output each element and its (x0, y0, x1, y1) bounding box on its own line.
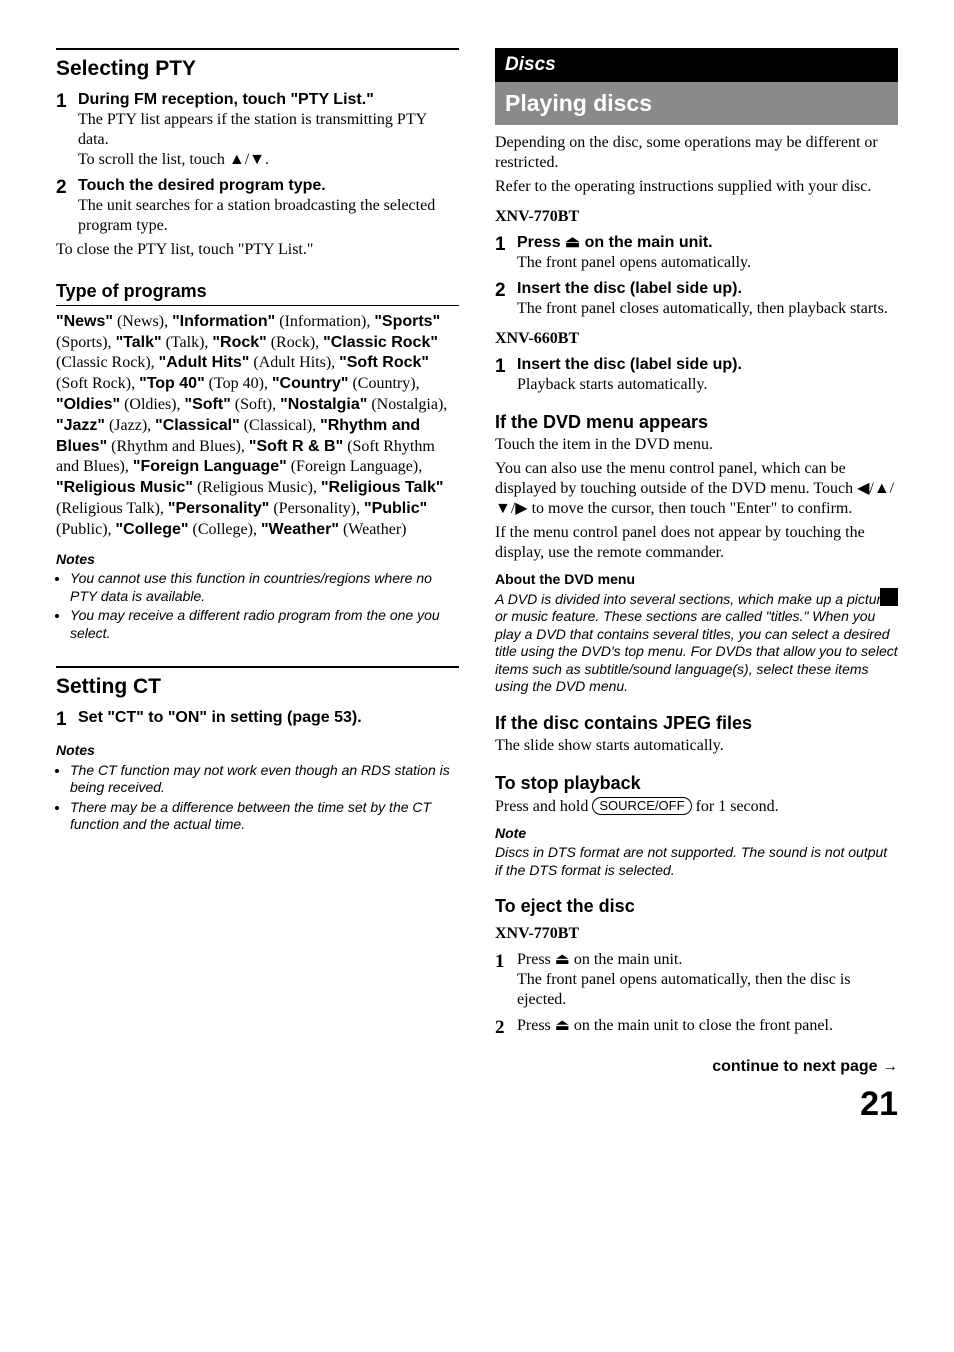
page: Selecting PTY 1 During FM reception, tou… (56, 48, 898, 1126)
model-label: XNV-660BT (495, 329, 898, 349)
selecting-pty-title: Selecting PTY (56, 48, 459, 82)
model-label: XNV-770BT (495, 207, 898, 227)
model-label: XNV-770BT (495, 924, 898, 944)
note-body: Discs in DTS format are not supported. T… (495, 844, 898, 879)
ct-step-1: 1 Set "CT" to "ON" in setting (page 53). (56, 708, 459, 732)
dvd-menu-text: Touch the item in the DVD menu. (495, 435, 898, 455)
step-number: 2 (56, 176, 78, 236)
note-item: The CT function may not work even though… (70, 762, 459, 797)
step-head: Press ⏏ on the main unit. (517, 233, 898, 253)
discs-section-bar: Discs (495, 48, 898, 82)
playing-discs-bar: Playing discs (495, 82, 898, 125)
about-dvd-heading: About the DVD menu (495, 571, 898, 589)
step-text: The PTY list appears if the station is t… (78, 110, 459, 150)
eject-step-1: 1 Press ⏏ on the main unit. The front pa… (495, 950, 898, 1010)
step-number: 1 (56, 708, 78, 732)
dvd-menu-title: If the DVD menu appears (495, 411, 898, 434)
eject-icon: ⏏ (555, 1017, 570, 1034)
eject-step-2: 2 Press ⏏ on the main unit to close the … (495, 1016, 898, 1040)
step-number: 1 (495, 233, 517, 273)
step-text: The front panel closes automatically, th… (517, 299, 898, 319)
pty-step-2: 2 Touch the desired program type. The un… (56, 176, 459, 236)
m770-step-1: 1 Press ⏏ on the main unit. The front pa… (495, 233, 898, 273)
pty-step-1: 1 During FM reception, touch "PTY List."… (56, 90, 459, 170)
stop-text: Press and hold SOURCE/OFF for 1 second. (495, 797, 898, 817)
step-number: 2 (495, 1016, 517, 1040)
step-text: Press ⏏ on the main unit. (517, 950, 898, 970)
jpeg-text: The slide show starts automatically. (495, 736, 898, 756)
notes-heading: Notes (56, 742, 459, 760)
left-column: Selecting PTY 1 During FM reception, tou… (56, 48, 459, 1126)
m770-step-2: 2 Insert the disc (label side up). The f… (495, 279, 898, 319)
updown-icon: ▲/▼ (229, 151, 265, 168)
note-heading: Note (495, 825, 898, 843)
jpeg-title: If the disc contains JPEG files (495, 712, 898, 735)
dvd-menu-text: You can also use the menu control panel,… (495, 459, 898, 519)
right-column: Discs Playing discs Depending on the dis… (495, 48, 898, 1126)
type-programs-title: Type of programs (56, 280, 459, 306)
step-number: 1 (56, 90, 78, 170)
note-item: There may be a difference between the ti… (70, 799, 459, 834)
note-item: You cannot use this function in countrie… (70, 570, 459, 605)
pty-close-text: To close the PTY list, touch "PTY List." (56, 240, 459, 260)
continue-text: continue to next page → (495, 1057, 898, 1077)
dvd-menu-text: If the menu control panel does not appea… (495, 523, 898, 563)
step-number: 1 (495, 355, 517, 395)
note-item: You may receive a different radio progra… (70, 607, 459, 642)
page-number: 21 (495, 1083, 898, 1126)
step-number: 2 (495, 279, 517, 319)
intro-text: Depending on the disc, some operations m… (495, 133, 898, 173)
step-number: 1 (495, 950, 517, 1010)
about-dvd-body: A DVD is divided into several sections, … (495, 591, 898, 696)
step-text: Playback starts automatically. (517, 375, 898, 395)
notes-list: You cannot use this function in countrie… (56, 570, 459, 642)
step-head: Insert the disc (label side up). (517, 279, 898, 299)
setting-ct-title: Setting CT (56, 666, 459, 700)
stop-title: To stop playback (495, 772, 898, 795)
step-head: Set "CT" to "ON" in setting (page 53). (78, 708, 459, 728)
eject-icon: ⏏ (565, 234, 580, 251)
eject-title: To eject the disc (495, 895, 898, 918)
notes-heading: Notes (56, 551, 459, 569)
m660-step-1: 1 Insert the disc (label side up). Playb… (495, 355, 898, 395)
program-type-list: "News" (News), "Information" (Informatio… (56, 312, 459, 541)
step-text: To scroll the list, touch ▲/▼. (78, 150, 459, 170)
step-text: The unit searches for a station broadcas… (78, 196, 459, 236)
step-text: Press ⏏ on the main unit to close the fr… (517, 1016, 898, 1036)
step-head: Insert the disc (label side up). (517, 355, 898, 375)
step-text: The front panel opens automatically. (517, 253, 898, 273)
intro-text: Refer to the operating instructions supp… (495, 177, 898, 197)
edge-tab (880, 588, 898, 606)
eject-icon: ⏏ (555, 951, 570, 968)
notes-list: The CT function may not work even though… (56, 762, 459, 834)
step-head: Touch the desired program type. (78, 176, 459, 196)
source-off-button: SOURCE/OFF (592, 797, 691, 815)
step-text: The front panel opens automatically, the… (517, 970, 898, 1010)
step-head: During FM reception, touch "PTY List." (78, 90, 459, 110)
